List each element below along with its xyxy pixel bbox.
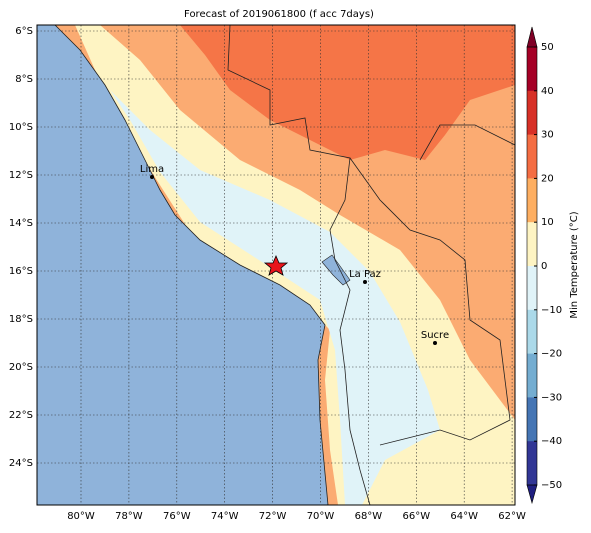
longitude-label: 76°W bbox=[163, 511, 191, 522]
longitude-label: 66°W bbox=[402, 511, 430, 522]
latitude-label: 6°S bbox=[15, 26, 33, 37]
colorbar-tick-label: −20 bbox=[541, 349, 562, 360]
longitude-label: 70°W bbox=[307, 511, 335, 522]
longitude-label: 74°W bbox=[211, 511, 239, 522]
latitude-label: 18°S bbox=[9, 314, 33, 325]
colorbar-tick-label: −40 bbox=[541, 436, 562, 447]
colorbar bbox=[526, 26, 538, 505]
latitude-label: 14°S bbox=[9, 218, 33, 229]
colorbar-band bbox=[527, 90, 537, 136]
lake bbox=[321, 254, 351, 286]
longitude-label: 72°W bbox=[259, 511, 287, 522]
colorbar-band bbox=[527, 178, 537, 223]
country-border bbox=[349, 157, 511, 446]
colorbar-band bbox=[527, 353, 537, 398]
city-dot bbox=[150, 175, 154, 179]
longitude-label: 64°W bbox=[450, 511, 478, 522]
latitude-label: 12°S bbox=[9, 170, 33, 181]
warm-region bbox=[180, 25, 515, 160]
colorbar-band bbox=[527, 309, 537, 355]
colorbar-band bbox=[527, 134, 537, 179]
colorbar-label: Min Temperature (°C) bbox=[569, 211, 580, 318]
city-label: Sucre bbox=[421, 330, 449, 341]
colorbar-band bbox=[527, 441, 537, 486]
latitude-label: 20°S bbox=[9, 362, 33, 373]
star-marker bbox=[263, 254, 289, 276]
colorbar-band bbox=[527, 266, 537, 311]
map-title: Forecast of 2019061800 (f acc 7days) bbox=[184, 9, 374, 20]
city-label: La Paz bbox=[349, 269, 381, 280]
latitude-label: 24°S bbox=[9, 458, 33, 469]
colorbar-band bbox=[527, 222, 537, 267]
colorbar-tick-label: 0 bbox=[541, 261, 547, 272]
latitude-label: 8°S bbox=[15, 74, 33, 85]
colorbar-tick-label: −10 bbox=[541, 305, 562, 316]
colorbar-tick-label: 10 bbox=[541, 217, 554, 228]
map-area bbox=[37, 25, 515, 505]
colorbar-tick-label: 20 bbox=[541, 173, 554, 184]
map-frame bbox=[36, 24, 516, 506]
latitude-label: 16°S bbox=[9, 266, 33, 277]
cool-region bbox=[110, 90, 440, 505]
country-border bbox=[419, 124, 515, 161]
colorbar-tick-label: 50 bbox=[541, 42, 554, 53]
longitude-label: 80°W bbox=[67, 511, 95, 522]
longitude-label: 68°W bbox=[355, 511, 383, 522]
city-label: Lima bbox=[140, 164, 164, 175]
longitude-label: 62°W bbox=[498, 511, 526, 522]
city-dot bbox=[433, 341, 437, 345]
graticule bbox=[37, 25, 515, 505]
colorbar-extend bbox=[526, 484, 538, 505]
colorbar-tick-label: −30 bbox=[541, 392, 562, 403]
country-border bbox=[227, 25, 371, 505]
latitude-label: 22°S bbox=[9, 410, 33, 421]
colorbar-extend bbox=[526, 26, 538, 48]
colorbar-band bbox=[527, 397, 537, 442]
longitude-label: 78°W bbox=[115, 511, 143, 522]
colorbar-tick-label: 30 bbox=[541, 130, 554, 141]
colorbar-band bbox=[527, 47, 537, 92]
colorbar-tick-label: 40 bbox=[541, 86, 554, 97]
latitude-label: 10°S bbox=[9, 122, 33, 133]
colorbar-tick-label: −50 bbox=[541, 480, 562, 491]
city-dot bbox=[363, 280, 367, 284]
